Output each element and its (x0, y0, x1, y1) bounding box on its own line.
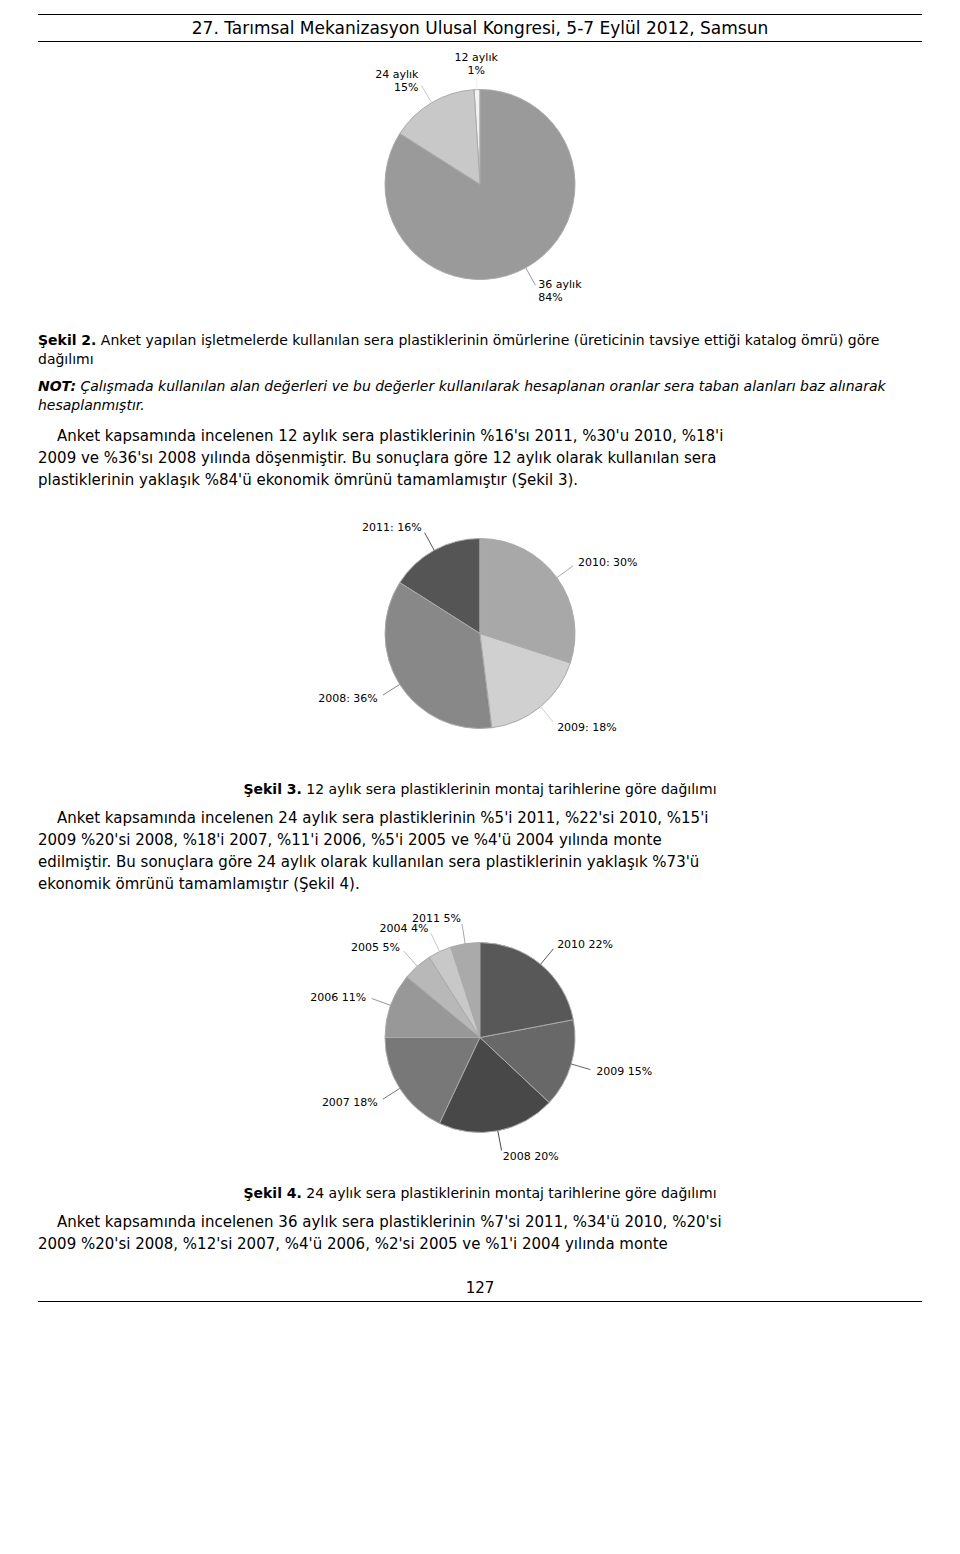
html-text:Şekil 2. Anket yapılan işletme: Şekil 2. Anket yapılan işletmelerde kull… (38, 332, 880, 367)
svg-text:2011 5%: 2011 5% (412, 911, 462, 925)
html-text:Anket kapsamında incelenen 36: Anket kapsamında incelenen 36 aylık sera… (38, 1213, 722, 1231)
html-text:Şekil 3. 12 aylık sera plastik: Şekil 3. 12 aylık sera plastiklerinin mo… (243, 781, 717, 797)
svg-text:2008 20%: 2008 20% (503, 1150, 559, 1163)
svg-text:2008: 36%: 2008: 36% (318, 692, 378, 705)
svg-text:2005 5%: 2005 5% (351, 940, 400, 953)
html-text:Anket kapsamında incelenen 12: Anket kapsamında incelenen 12 aylık sera… (38, 427, 724, 445)
html-text:NOT: Çalışmada kullanılan alan: NOT: Çalışmada kullanılan alan değerleri… (38, 378, 886, 413)
html-text:edilmiştir. Bu sonuçlara göre: edilmiştir. Bu sonuçlara göre 24 aylık o… (38, 853, 700, 871)
svg-text:2009: 18%: 2009: 18% (557, 720, 617, 733)
html-text:plastiklerinin yaklaşık %84'ü: plastiklerinin yaklaşık %84'ü ekonomik ö… (38, 471, 579, 489)
svg-text:2006 11%: 2006 11% (310, 990, 366, 1003)
html-text:2009 ve %36'sı 2008 yılında dö: 2009 ve %36'sı 2008 yılında döşenmiştir.… (38, 449, 717, 467)
html-text:2009 %20'si 2008, %18'i 2007,: 2009 %20'si 2008, %18'i 2007, %11'i 2006… (38, 831, 662, 849)
html-text:27. Tarımsal Mekanizasyon Ulus: 27. Tarımsal Mekanizasyon Ulusal Kongres… (191, 18, 769, 38)
svg-text:36 aylık84%: 36 aylık84% (538, 278, 582, 304)
svg-text:2007 18%: 2007 18% (322, 1096, 378, 1109)
svg-text:2004 4%: 2004 4% (380, 922, 429, 935)
html-text:Şekil 4. 24 aylık sera plastik: Şekil 4. 24 aylık sera plastiklerinin mo… (243, 1185, 717, 1201)
svg-text:2010 22%: 2010 22% (557, 938, 613, 951)
html-text:127: 127 (465, 1279, 495, 1297)
html-text:Anket kapsamında incelenen 24: Anket kapsamında incelenen 24 aylık sera… (38, 809, 709, 827)
html-text:2009 %20'si 2008, %12'si 2007,: 2009 %20'si 2008, %12'si 2007, %4'ü 2006… (38, 1235, 668, 1253)
svg-text:2011: 16%: 2011: 16% (362, 521, 422, 534)
svg-text:12 aylık1%: 12 aylık1% (455, 51, 499, 77)
svg-text:2009 15%: 2009 15% (596, 1065, 652, 1078)
html-text:ekonomik ömrünü tamamlamıştır: ekonomik ömrünü tamamlamıştır (Şekil 4). (38, 875, 360, 893)
svg-text:24 aylık15%: 24 aylık15% (375, 67, 419, 93)
svg-text:2010: 30%: 2010: 30% (578, 556, 638, 569)
